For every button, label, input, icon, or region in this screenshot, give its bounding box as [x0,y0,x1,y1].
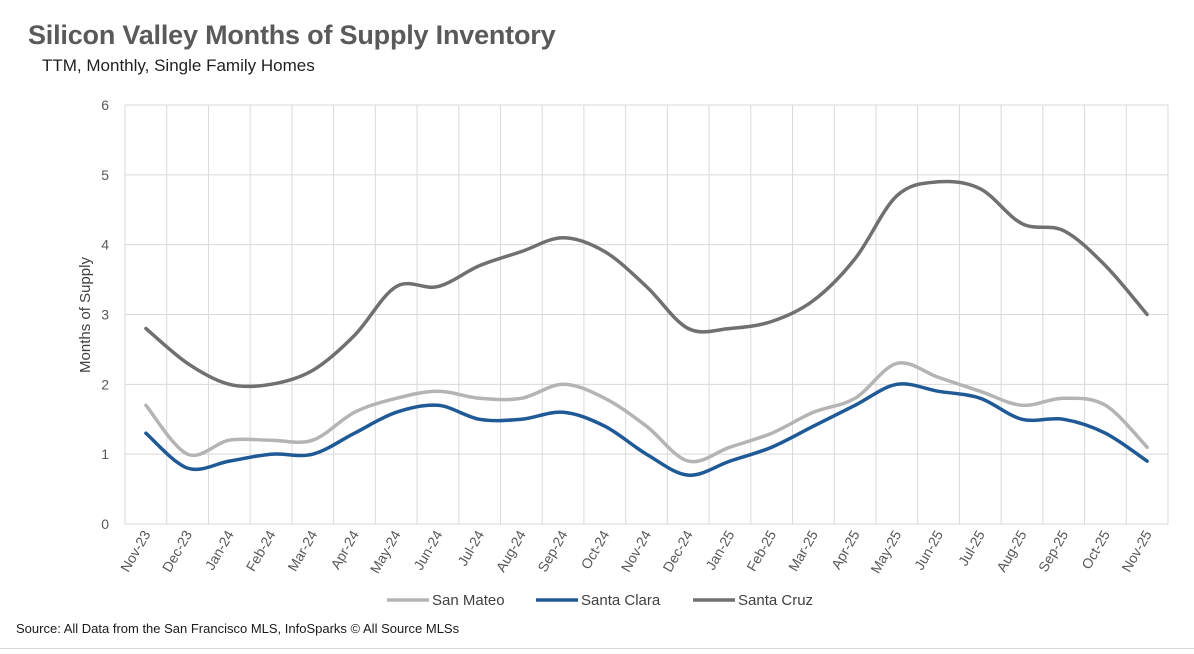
x-tick-label: Mar-25 [785,527,821,574]
legend-label-santa-clara: Santa Clara [581,592,661,609]
legend: San Mateo Santa Clara Santa Cruz [387,592,813,609]
y-tick-label: 5 [101,167,109,183]
x-tick-label: Apr-24 [327,527,362,572]
y-tick-label: 4 [101,237,109,253]
x-tick-label: Nov-23 [117,527,154,574]
x-tick-label: May-24 [367,527,404,576]
x-tick-label: Dec-23 [159,527,196,574]
x-tick-label: Feb-25 [743,527,779,574]
y-tick-label: 6 [101,97,109,113]
x-tick-label: Jan-25 [702,527,737,572]
x-tick-label: Mar-24 [284,527,320,574]
gridlines [124,104,1169,525]
x-tick-label: Jul-25 [955,527,988,568]
series-line-santa-clara [144,382,1149,477]
x-tick-label: Nov-25 [1118,527,1155,574]
series-line-santa-cruz [144,179,1149,389]
chart-title: Silicon Valley Months of Supply Inventor… [28,20,556,50]
x-tick-label: Jun-25 [911,527,946,572]
y-tick-label: 3 [101,307,109,323]
x-tick-label: Sep-24 [534,527,571,574]
x-tick-label: Jun-24 [410,527,445,572]
x-tick-label: May-25 [867,527,904,576]
y-axis-ticks: 0 1 2 3 4 5 6 [101,97,109,532]
x-tick-label: Oct-24 [578,527,613,572]
x-tick-label: Jul-24 [454,527,487,568]
y-tick-label: 0 [101,516,109,532]
y-tick-label: 2 [101,376,109,392]
x-tick-label: Feb-24 [243,527,279,574]
x-tick-label: Dec-24 [659,527,696,574]
source-note: Source: All Data from the San Francisco … [16,621,460,636]
bottom-divider [0,648,1194,649]
x-tick-label: Nov-24 [618,527,655,574]
series-line-san-mateo [144,361,1149,464]
x-tick-label: Sep-25 [1035,527,1072,574]
chart-subtitle: TTM, Monthly, Single Family Homes [42,56,315,75]
x-tick-label: Aug-25 [993,527,1030,574]
x-tick-label: Oct-25 [1078,527,1113,572]
x-tick-label: Apr-25 [828,527,863,572]
x-tick-label: Aug-24 [493,527,530,574]
series-lines [144,179,1149,477]
x-axis-ticks: Nov-23 Dec-23 Jan-24 Feb-24 Mar-24 Apr-24 May-… [117,527,1155,576]
y-tick-label: 1 [101,446,109,462]
x-tick-label: Jan-24 [202,527,237,572]
y-axis-title: Months of Supply [77,257,94,373]
legend-label-santa-cruz: Santa Cruz [738,592,813,609]
legend-label-san-mateo: San Mateo [432,592,505,609]
